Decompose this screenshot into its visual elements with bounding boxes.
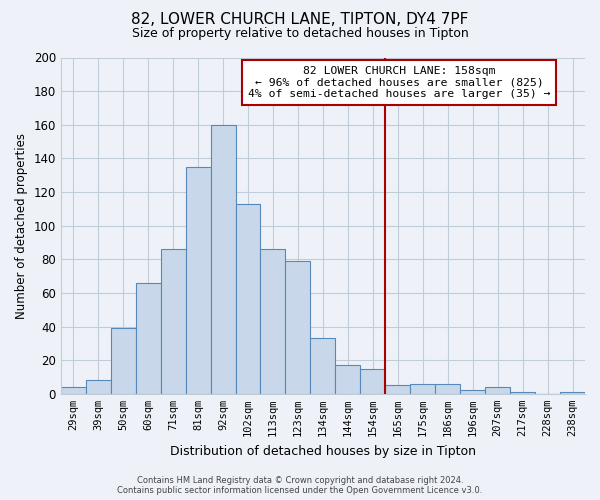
Text: 82, LOWER CHURCH LANE, TIPTON, DY4 7PF: 82, LOWER CHURCH LANE, TIPTON, DY4 7PF (131, 12, 469, 28)
Bar (510, 392, 535, 394)
Bar (236, 204, 260, 394)
Bar (560, 392, 585, 394)
Bar (385, 386, 410, 394)
Bar (161, 249, 185, 394)
Bar (435, 384, 460, 394)
Bar (111, 328, 136, 394)
Bar (185, 167, 211, 394)
Bar (310, 338, 335, 394)
Text: 82 LOWER CHURCH LANE: 158sqm
← 96% of detached houses are smaller (825)
4% of se: 82 LOWER CHURCH LANE: 158sqm ← 96% of de… (248, 66, 550, 99)
Bar (460, 390, 485, 394)
Y-axis label: Number of detached properties: Number of detached properties (15, 132, 28, 318)
Bar (410, 384, 435, 394)
Bar (86, 380, 111, 394)
Text: Size of property relative to detached houses in Tipton: Size of property relative to detached ho… (131, 28, 469, 40)
Text: Contains HM Land Registry data © Crown copyright and database right 2024.
Contai: Contains HM Land Registry data © Crown c… (118, 476, 482, 495)
Bar (211, 125, 236, 394)
Bar (335, 365, 361, 394)
Bar (61, 387, 86, 394)
Bar (286, 261, 310, 394)
Bar (260, 249, 286, 394)
Bar (485, 387, 510, 394)
Bar (136, 283, 161, 394)
X-axis label: Distribution of detached houses by size in Tipton: Distribution of detached houses by size … (170, 444, 476, 458)
Bar (361, 368, 385, 394)
